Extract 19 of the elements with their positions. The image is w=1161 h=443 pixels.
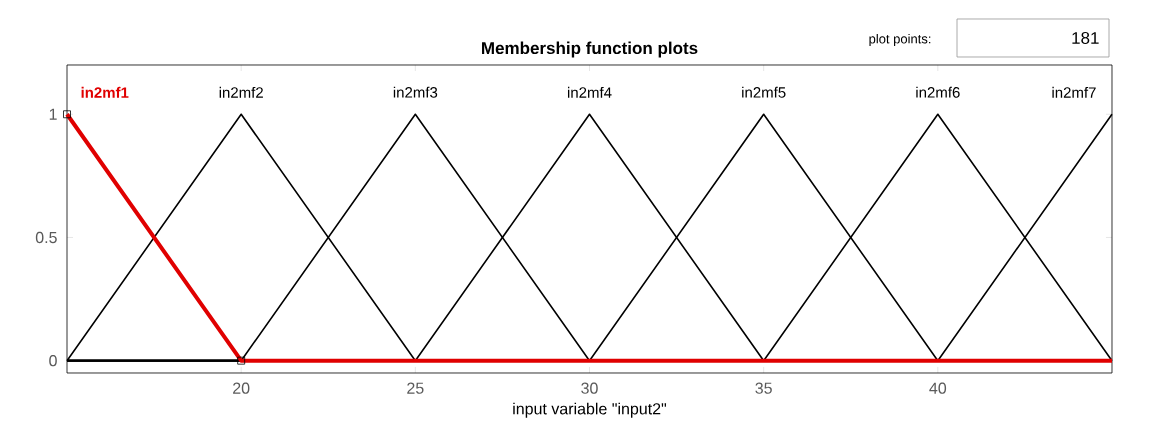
series-label: in2mf6 <box>916 86 960 98</box>
x-tick-label: 20 <box>233 382 250 394</box>
text: plot points: <box>869 33 931 47</box>
x-tick-label: 30 <box>581 382 598 394</box>
y-tick-label: 1 <box>49 108 57 120</box>
x-tick-label: 40 <box>929 382 947 394</box>
x-tick-label: 25 <box>407 382 424 394</box>
y-tick-label: 0.5 <box>35 231 57 244</box>
y-tick-label: 0 <box>49 355 57 367</box>
series-label: in2mf2 <box>219 86 263 98</box>
series-label: in2mf1 <box>81 86 129 98</box>
series-label: in2mf7 <box>1052 86 1096 98</box>
x-tick-label: 35 <box>755 382 772 394</box>
series-label: in2mf3 <box>393 86 438 98</box>
text: 181 <box>1072 31 1099 45</box>
x-axis-title: input variable "input2" <box>513 402 667 418</box>
chart-title: Membership function plots <box>482 41 698 58</box>
series-label: in2mf4 <box>567 86 612 98</box>
series-label: in2mf5 <box>742 86 786 98</box>
